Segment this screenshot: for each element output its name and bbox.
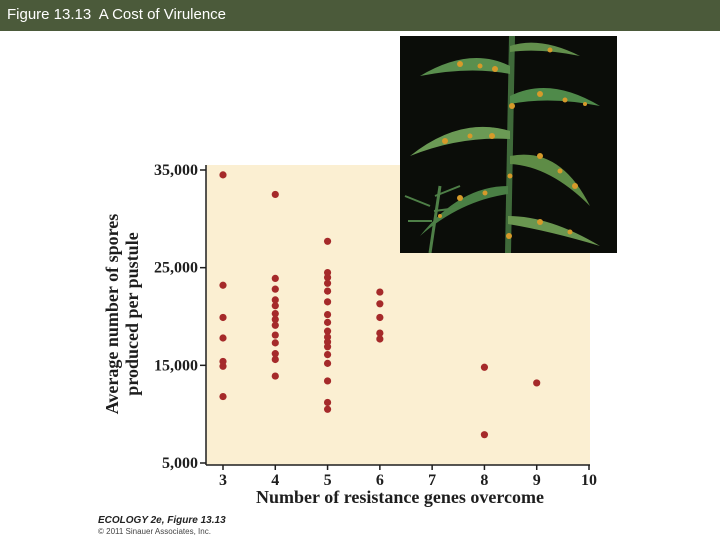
leaf-rust-photo xyxy=(400,36,617,253)
y-tick-labels: 5,000 15,000 25,000 35,000 xyxy=(154,162,198,472)
x-tick-label: 10 xyxy=(581,472,597,489)
x-tick-label: 3 xyxy=(219,472,227,489)
data-point xyxy=(323,273,332,282)
y-axis-label: Average number of spores produced per pu… xyxy=(102,214,142,414)
data-point xyxy=(271,190,279,199)
figure-title: Figure 13.13 A Cost of Virulence xyxy=(7,6,227,23)
x-axis-label: Number of resistance genes overcome xyxy=(256,487,544,507)
data-point xyxy=(271,355,279,364)
data-point xyxy=(323,398,332,407)
data-point xyxy=(271,274,279,283)
data-point xyxy=(271,296,279,304)
figure-credit: ECOLOGY 2e, Figure 13.13 © 2011 Sinauer … xyxy=(98,515,226,536)
data-point xyxy=(323,359,332,367)
data-point xyxy=(376,329,384,337)
x-tick-label: 8 xyxy=(480,472,488,489)
axes xyxy=(200,165,590,470)
y-axis-label-line-1: Average number of spores xyxy=(102,214,122,414)
y-axis-label-line-2: produced per pustule xyxy=(122,232,142,395)
data-point xyxy=(219,281,227,289)
x-tick-label: 9 xyxy=(533,472,541,489)
x-tick-labels: 3 4 5 6 7 8 9 10 xyxy=(219,472,597,489)
y-tick-label: 5,000 xyxy=(162,455,198,472)
data-point xyxy=(323,237,332,245)
y-tick-label: 35,000 xyxy=(154,162,198,179)
data-point xyxy=(323,298,332,306)
data-point xyxy=(376,288,384,296)
data-point xyxy=(323,327,332,335)
data-point xyxy=(219,313,227,322)
credit-source: ECOLOGY 2e, Figure 13.13 xyxy=(98,515,226,526)
data-point xyxy=(271,372,279,380)
data-point xyxy=(533,379,541,387)
data-point xyxy=(219,392,227,401)
data-point xyxy=(323,310,332,319)
data-point xyxy=(323,343,332,351)
data-point xyxy=(376,313,384,322)
data-point xyxy=(271,331,279,339)
data-point xyxy=(271,309,279,318)
data-point xyxy=(376,335,384,343)
credit-copyright: © 2011 Sinauer Associates, Inc. xyxy=(98,527,211,536)
data-point xyxy=(219,362,227,370)
data-point xyxy=(376,300,384,308)
data-point xyxy=(323,377,332,385)
data-point xyxy=(323,350,332,359)
data-point xyxy=(271,321,279,329)
y-tick-label: 15,000 xyxy=(154,357,198,374)
data-point xyxy=(271,315,279,324)
x-tick-label: 7 xyxy=(428,472,436,489)
x-tick-label: 4 xyxy=(271,472,279,489)
data-point xyxy=(323,405,332,413)
data-point xyxy=(480,363,489,371)
data-points xyxy=(219,171,541,439)
data-point xyxy=(323,287,332,295)
data-point xyxy=(480,431,489,439)
data-point xyxy=(271,285,279,293)
data-point xyxy=(219,334,227,342)
data-point xyxy=(323,318,332,326)
x-tick-label: 5 xyxy=(324,472,332,489)
header-bar: Figure 13.13 A Cost of Virulence xyxy=(0,0,720,31)
y-tick-label: 25,000 xyxy=(154,260,198,277)
x-tick-label: 6 xyxy=(376,472,384,489)
data-point xyxy=(271,339,279,347)
data-point xyxy=(323,279,332,287)
data-point xyxy=(271,350,279,358)
data-point xyxy=(219,171,227,179)
data-point xyxy=(271,302,279,310)
